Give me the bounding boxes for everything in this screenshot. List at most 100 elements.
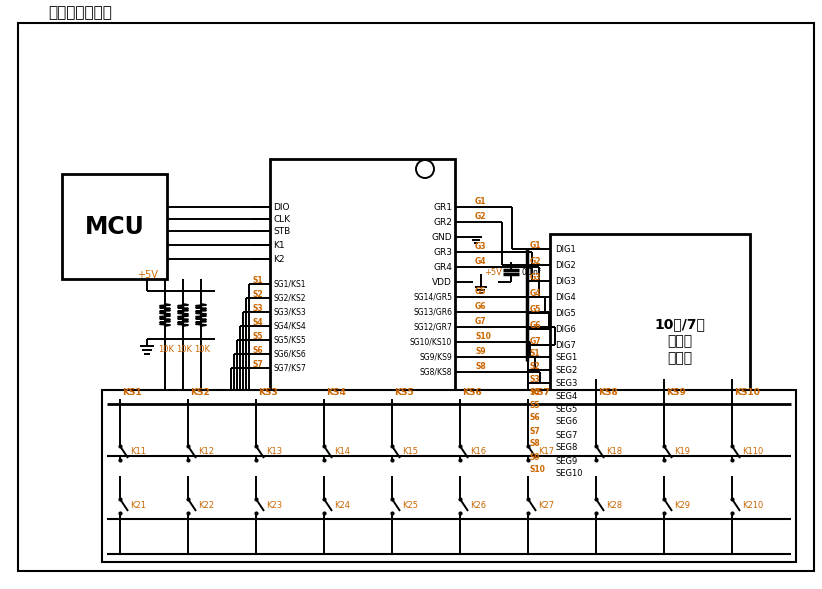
Text: S1: S1 xyxy=(530,349,541,358)
Text: KS6: KS6 xyxy=(462,388,482,396)
Bar xyxy=(270,159,455,394)
Text: DIG1: DIG1 xyxy=(555,244,575,253)
Text: G3: G3 xyxy=(475,241,487,250)
Text: 10K: 10K xyxy=(194,345,210,353)
Text: SEG7: SEG7 xyxy=(555,431,577,439)
Text: SEG2: SEG2 xyxy=(555,366,577,375)
Text: K17: K17 xyxy=(538,446,554,455)
Bar xyxy=(102,390,796,562)
Text: KS8: KS8 xyxy=(598,388,618,396)
Text: CLK: CLK xyxy=(273,214,290,223)
Text: G5: G5 xyxy=(530,305,542,313)
Bar xyxy=(550,234,750,544)
Text: G4: G4 xyxy=(475,256,487,266)
Text: K24: K24 xyxy=(334,501,350,511)
Text: S10: S10 xyxy=(530,465,546,475)
Text: K26: K26 xyxy=(470,501,486,511)
Text: SG10/KS10: SG10/KS10 xyxy=(409,337,452,346)
Text: G6: G6 xyxy=(530,320,542,329)
Text: SG14/GR5: SG14/GR5 xyxy=(413,293,452,302)
Text: K25: K25 xyxy=(402,501,418,511)
Text: SG5/KS5: SG5/KS5 xyxy=(273,336,306,345)
Text: DIG3: DIG3 xyxy=(555,276,576,286)
Text: SEG6: SEG6 xyxy=(555,418,577,426)
Text: KS10: KS10 xyxy=(734,388,760,396)
Text: 数码管: 数码管 xyxy=(667,351,693,365)
Text: S9: S9 xyxy=(475,346,486,356)
Text: K15: K15 xyxy=(402,446,418,455)
Text: 参考应用线路图: 参考应用线路图 xyxy=(48,5,112,21)
Text: GR1: GR1 xyxy=(433,203,452,211)
Text: S4: S4 xyxy=(530,388,541,396)
Text: DIG4: DIG4 xyxy=(555,293,575,302)
Text: G4: G4 xyxy=(530,289,542,297)
Text: KS5: KS5 xyxy=(394,388,413,396)
Text: S8: S8 xyxy=(475,362,486,370)
Text: SG2/KS2: SG2/KS2 xyxy=(273,293,306,303)
Bar xyxy=(62,174,167,279)
Text: S3: S3 xyxy=(252,303,262,313)
Text: K13: K13 xyxy=(266,446,282,455)
Text: S7: S7 xyxy=(252,359,263,369)
Text: DIG7: DIG7 xyxy=(555,340,576,349)
Text: S4: S4 xyxy=(252,317,262,326)
Text: KS7: KS7 xyxy=(530,388,550,396)
Text: K2: K2 xyxy=(273,254,284,263)
Text: K14: K14 xyxy=(334,446,350,455)
Text: K22: K22 xyxy=(198,501,214,511)
Text: STB: STB xyxy=(273,227,290,236)
Text: SEG9: SEG9 xyxy=(555,456,577,465)
Text: SEG3: SEG3 xyxy=(555,379,577,388)
Text: G2: G2 xyxy=(530,256,542,266)
Text: K23: K23 xyxy=(266,501,282,511)
Text: K29: K29 xyxy=(674,501,690,511)
Text: SG4/KS4: SG4/KS4 xyxy=(273,322,306,330)
Text: K18: K18 xyxy=(606,446,622,455)
Text: VDD: VDD xyxy=(432,277,452,286)
Text: G1: G1 xyxy=(530,240,542,250)
Text: G5: G5 xyxy=(475,286,487,296)
Text: SG12/GR7: SG12/GR7 xyxy=(413,323,452,332)
Text: K110: K110 xyxy=(742,446,764,455)
Text: DIO: DIO xyxy=(273,203,289,211)
Text: SEG1: SEG1 xyxy=(555,352,577,362)
Text: K19: K19 xyxy=(674,446,690,455)
Text: S1: S1 xyxy=(252,276,262,284)
Text: SEG5: SEG5 xyxy=(555,405,577,413)
Text: K1: K1 xyxy=(273,240,284,250)
Text: 10K: 10K xyxy=(158,345,174,353)
Text: 0.1nf: 0.1nf xyxy=(521,267,541,276)
Text: S2: S2 xyxy=(252,290,262,299)
Text: K21: K21 xyxy=(130,501,146,511)
Text: DIG6: DIG6 xyxy=(555,325,576,333)
Text: G6: G6 xyxy=(475,302,487,310)
Text: SEG10: SEG10 xyxy=(555,469,583,478)
Text: GR4: GR4 xyxy=(433,263,452,272)
Text: GR3: GR3 xyxy=(433,247,452,256)
Text: S8: S8 xyxy=(530,439,541,448)
Text: G3: G3 xyxy=(530,273,542,282)
Text: SG1/KS1: SG1/KS1 xyxy=(273,280,306,289)
Text: S5: S5 xyxy=(530,401,541,409)
Text: KS2: KS2 xyxy=(190,388,210,396)
Text: SG9/KS9: SG9/KS9 xyxy=(419,352,452,362)
Text: SG7/KS7: SG7/KS7 xyxy=(273,363,306,372)
Text: DIG2: DIG2 xyxy=(555,260,575,270)
Text: S6: S6 xyxy=(530,413,541,422)
Text: S5: S5 xyxy=(252,332,262,340)
Text: DIG5: DIG5 xyxy=(555,309,575,317)
Text: KS9: KS9 xyxy=(666,388,686,396)
Text: GND: GND xyxy=(432,233,452,241)
Text: 10K: 10K xyxy=(176,345,192,353)
Text: S3: S3 xyxy=(530,375,541,383)
Text: S6: S6 xyxy=(252,346,262,355)
Text: 共阴极: 共阴极 xyxy=(667,334,693,348)
Text: SG13/GR6: SG13/GR6 xyxy=(413,307,452,316)
Text: SEG8: SEG8 xyxy=(555,444,577,452)
Text: K16: K16 xyxy=(470,446,486,455)
Text: 10段/7位: 10段/7位 xyxy=(654,317,705,331)
Text: KS4: KS4 xyxy=(326,388,346,396)
Text: S7: S7 xyxy=(530,426,541,435)
Text: K210: K210 xyxy=(742,501,764,511)
Text: G2: G2 xyxy=(475,211,487,220)
